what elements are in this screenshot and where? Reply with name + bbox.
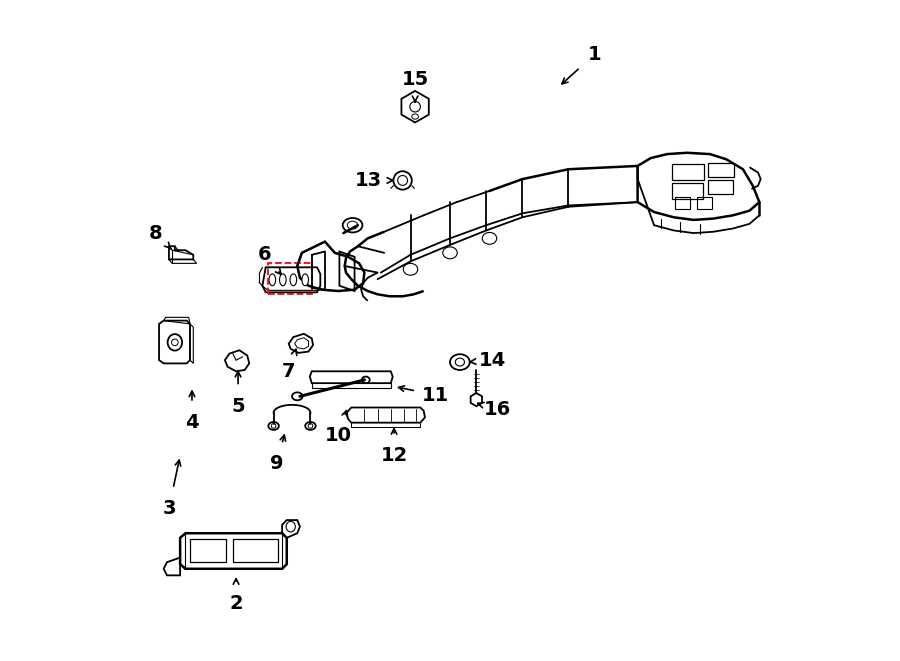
Text: 14: 14 xyxy=(479,350,507,369)
Text: 12: 12 xyxy=(381,446,408,465)
Bar xyxy=(233,539,277,563)
Ellipse shape xyxy=(410,101,420,112)
Text: 7: 7 xyxy=(282,362,295,381)
Bar xyxy=(672,164,704,180)
Text: 13: 13 xyxy=(355,171,382,190)
Ellipse shape xyxy=(347,221,358,229)
Ellipse shape xyxy=(268,422,279,430)
Ellipse shape xyxy=(362,377,370,383)
Ellipse shape xyxy=(269,274,275,286)
Ellipse shape xyxy=(412,114,418,119)
Text: 5: 5 xyxy=(231,397,245,416)
Ellipse shape xyxy=(290,274,297,286)
Bar xyxy=(698,197,712,209)
Text: 11: 11 xyxy=(422,385,449,405)
Bar xyxy=(708,180,733,194)
Ellipse shape xyxy=(398,175,408,185)
Ellipse shape xyxy=(455,358,464,366)
Ellipse shape xyxy=(271,424,276,428)
Ellipse shape xyxy=(286,522,295,532)
Ellipse shape xyxy=(302,274,309,286)
Bar xyxy=(672,183,703,199)
Ellipse shape xyxy=(450,354,470,370)
Bar xyxy=(708,163,734,177)
Bar xyxy=(190,539,226,563)
Ellipse shape xyxy=(172,339,178,346)
Ellipse shape xyxy=(343,218,363,233)
Text: 1: 1 xyxy=(588,44,601,63)
Text: 10: 10 xyxy=(325,426,352,446)
Text: 4: 4 xyxy=(185,413,199,432)
Bar xyxy=(267,263,312,293)
Ellipse shape xyxy=(482,233,497,245)
Text: 6: 6 xyxy=(257,245,271,264)
Ellipse shape xyxy=(305,422,316,430)
Text: 15: 15 xyxy=(401,69,428,89)
Text: 8: 8 xyxy=(149,223,163,243)
Text: 9: 9 xyxy=(270,454,284,473)
Ellipse shape xyxy=(443,247,457,258)
Ellipse shape xyxy=(393,171,412,190)
Text: 16: 16 xyxy=(484,400,511,419)
Ellipse shape xyxy=(308,424,313,428)
Polygon shape xyxy=(471,393,482,407)
Ellipse shape xyxy=(403,263,418,275)
Bar xyxy=(675,197,689,209)
Ellipse shape xyxy=(292,393,302,401)
Ellipse shape xyxy=(280,274,286,286)
Text: 2: 2 xyxy=(230,594,243,613)
Text: 3: 3 xyxy=(162,498,176,518)
Ellipse shape xyxy=(167,334,182,350)
